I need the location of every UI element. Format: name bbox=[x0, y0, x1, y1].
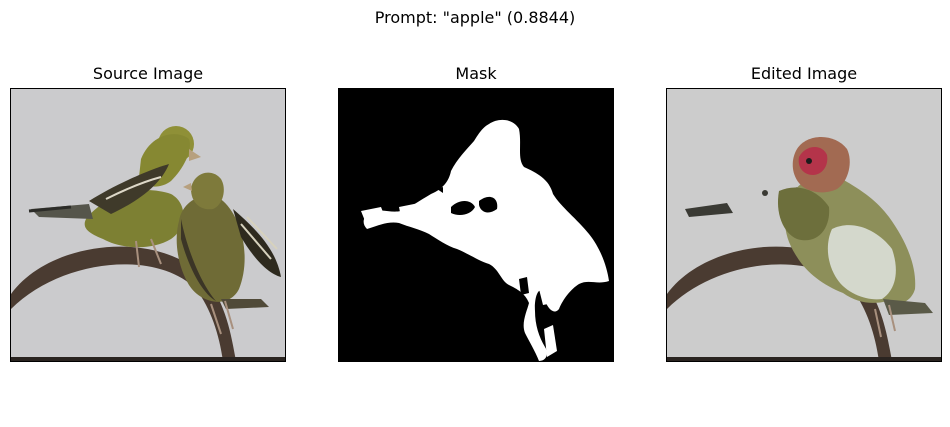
mask-picture bbox=[339, 89, 613, 361]
source-image bbox=[10, 88, 286, 362]
source-image-title: Source Image bbox=[92, 64, 204, 83]
edited-image-title: Edited Image bbox=[750, 64, 858, 83]
edited-image bbox=[666, 88, 942, 362]
figure-suptitle: Prompt: "apple" (0.8844) bbox=[374, 8, 576, 27]
mask-panel: Mask bbox=[338, 62, 614, 362]
edited-image-panel: Edited Image bbox=[666, 62, 942, 362]
source-image-picture bbox=[11, 89, 285, 361]
mask-image bbox=[338, 88, 614, 362]
mask-title: Mask bbox=[455, 64, 497, 83]
edited-image-picture bbox=[667, 89, 941, 361]
source-image-panel: Source Image bbox=[10, 62, 286, 362]
